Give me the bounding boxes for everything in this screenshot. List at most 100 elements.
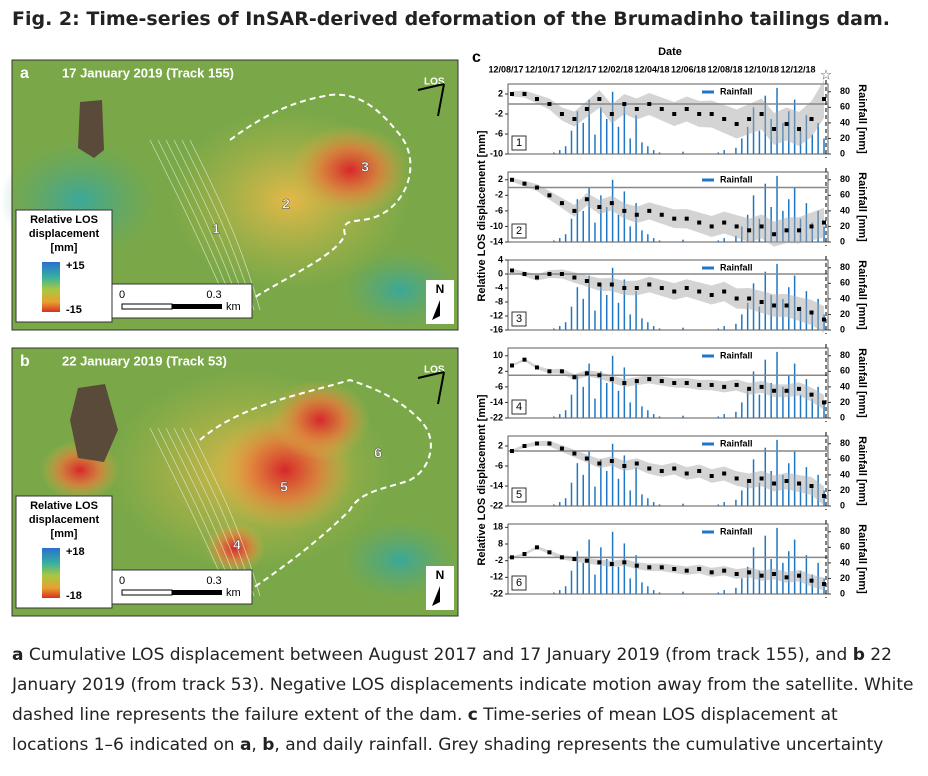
y-tick-label: 2 <box>498 440 503 450</box>
scale-box <box>111 283 253 319</box>
scale-bar-half <box>121 303 173 310</box>
displacement-point <box>809 392 814 397</box>
y2-tick-label: 20 <box>840 133 850 143</box>
displacement-point <box>822 494 826 498</box>
site-box <box>511 135 527 151</box>
los-arrow <box>417 371 445 405</box>
displacement-point <box>597 97 602 101</box>
y2-tick-label: 0 <box>840 588 845 598</box>
legend-box <box>15 209 113 323</box>
displacement-point <box>547 272 552 276</box>
displacement-point <box>822 400 826 405</box>
displacement-point <box>622 560 627 565</box>
north-label: N <box>436 568 445 582</box>
displacement-point <box>672 466 677 471</box>
displacement-point <box>659 286 664 290</box>
displacement-point <box>559 112 564 116</box>
displacement-point <box>734 382 739 387</box>
site-label: 3 <box>516 313 522 325</box>
displacement-point <box>572 117 577 121</box>
displacement-point <box>584 107 589 111</box>
site-label: 5 <box>516 489 522 501</box>
displacement-point <box>597 282 602 287</box>
y2-tick-label: 0 <box>840 236 845 246</box>
north-label: N <box>436 282 445 296</box>
x-tick-label: 12/10/17 <box>525 64 560 74</box>
displacement-point <box>772 232 777 237</box>
caption-text: Cumulative LOS displacement between Augu… <box>23 645 853 665</box>
displacement-point <box>772 481 777 486</box>
y-tick-label: -22 <box>490 412 503 422</box>
map-anomaly <box>290 125 410 215</box>
star: ☆ <box>820 67 833 83</box>
displacement-point <box>597 560 602 565</box>
displacement-point <box>709 570 714 575</box>
x-tick-label: 12/04/18 <box>634 64 669 74</box>
y-tick-label: 4 <box>498 254 503 264</box>
displacement-point <box>697 112 702 116</box>
caption-text: a <box>12 645 24 665</box>
site-label: 1 <box>212 221 220 237</box>
y2-tick-label: 40 <box>840 469 850 479</box>
displacement-point <box>784 303 789 308</box>
displacement-point <box>709 382 714 387</box>
y2-tick-label: 40 <box>840 293 850 303</box>
y2-tick-label: 80 <box>840 174 850 184</box>
displacement-point <box>647 208 652 213</box>
uncertainty-band <box>512 80 824 146</box>
legend-label: Rainfall <box>720 86 753 96</box>
displacement-point <box>659 107 664 111</box>
displacement-point <box>659 212 664 217</box>
scale-label: 0.3 <box>206 289 221 301</box>
displacement-point <box>697 289 702 294</box>
y-tick-label: -8 <box>495 296 503 306</box>
displacement-point <box>784 479 789 483</box>
y2-tick-label: 20 <box>840 221 850 231</box>
caption-text: , <box>251 735 263 755</box>
displacement-point <box>672 216 677 221</box>
legend-label: Rainfall <box>720 350 753 360</box>
y-tick-label: -2 <box>495 190 503 200</box>
displacement-point <box>584 371 589 376</box>
subplot-frame <box>507 523 829 595</box>
scale-bar-half <box>121 589 173 596</box>
legend-title: [mm] <box>51 528 78 540</box>
displacement-point <box>797 127 802 131</box>
displacement-point <box>534 545 539 550</box>
scale-label: km <box>226 301 241 313</box>
displacement-point <box>672 289 677 294</box>
site-label: 6 <box>374 445 382 461</box>
displacement-point <box>797 573 802 578</box>
x-tick-label: 12/10/18 <box>744 64 779 74</box>
y2-axis-label: Rainfall [mm] <box>856 84 868 154</box>
displacement-point <box>797 386 802 391</box>
uncertainty-band <box>512 268 824 333</box>
displacement-point <box>747 117 752 121</box>
displacement-point <box>809 224 814 229</box>
site-label: 4 <box>233 537 241 553</box>
failure-extent <box>199 378 432 591</box>
caption-text: c <box>467 705 478 725</box>
displacement-point <box>547 441 552 446</box>
displacement-point <box>559 555 564 560</box>
legend-label: Rainfall <box>720 438 753 448</box>
displacement-point <box>510 92 514 96</box>
y2-axis-label: Rainfall [mm] <box>856 260 868 330</box>
displacement-point <box>697 567 702 571</box>
displacement-point <box>534 365 539 370</box>
displacement-point <box>622 381 627 385</box>
displacement-point <box>684 216 689 221</box>
y2-tick-label: 60 <box>840 542 850 552</box>
site-box <box>511 575 527 591</box>
site-label: 5 <box>280 479 288 495</box>
x-tick-label: 12/08/17 <box>488 64 523 74</box>
displacement-point <box>547 193 552 198</box>
displacement-point <box>684 381 689 385</box>
displacement-point <box>709 293 714 297</box>
displacement-point <box>559 369 564 374</box>
displacement-point <box>797 481 802 486</box>
displacement-point <box>522 92 527 96</box>
displacement-point <box>759 476 764 481</box>
displacement-point <box>647 565 652 570</box>
displacement-point <box>559 446 564 451</box>
